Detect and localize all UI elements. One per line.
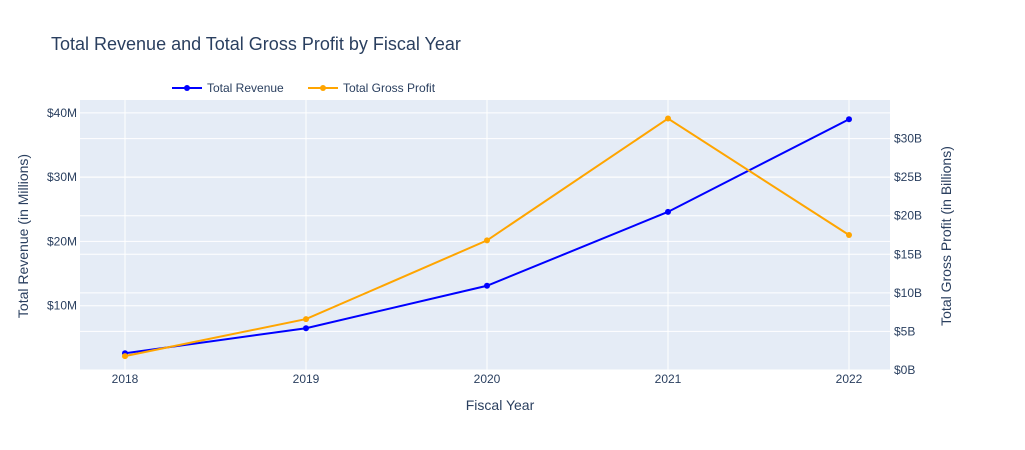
y-right-tick-label: $15B — [894, 247, 922, 261]
y-right-tick-label: $20B — [894, 209, 922, 223]
y-left-tick-label: $10M — [47, 299, 77, 313]
legend-swatch-marker — [320, 85, 326, 91]
plot-area — [80, 100, 890, 370]
series-point — [122, 353, 128, 360]
legend-swatch-marker — [184, 85, 190, 91]
x-tick-label: 2019 — [293, 372, 320, 386]
x-axis-title: Fiscal Year — [466, 397, 535, 413]
y-left-tick-label: $20M — [47, 234, 77, 248]
y-right-tick-label: $30B — [894, 132, 922, 146]
x-tick-label: 2020 — [474, 372, 501, 386]
y-left-tick-label: $40M — [47, 106, 77, 120]
y-right-tick-label: $25B — [894, 170, 922, 184]
series-layer — [122, 115, 852, 360]
series-point — [484, 237, 490, 244]
series-point — [484, 282, 490, 289]
legend-label: Total Gross Profit — [343, 81, 436, 95]
y-right-tick-label: $10B — [894, 286, 922, 300]
series-point — [303, 325, 309, 332]
series-point — [846, 232, 852, 238]
legend-label: Total Revenue — [207, 81, 284, 95]
y-left-tick-label: $30M — [47, 170, 77, 184]
legend-background — [166, 77, 446, 99]
series-point — [846, 116, 852, 123]
x-tick-label: 2022 — [836, 372, 863, 386]
ticks: 2018 2019 2020 2021 2022 $10M $20M $30M $40M $0B $… — [47, 106, 922, 386]
chart-title: Total Revenue and Total Gross Profit by … — [51, 34, 461, 54]
y-right-tick-label: $5B — [894, 324, 915, 338]
series-point — [665, 115, 671, 122]
y-right-tick-label: $0B — [894, 363, 915, 377]
grid — [80, 100, 890, 371]
series-point — [303, 316, 309, 323]
y-left-axis-title: Total Revenue (in Millions) — [15, 154, 31, 318]
series-point — [665, 208, 671, 215]
legend[interactable]: Total Revenue Total Gross Profit — [166, 77, 446, 99]
x-tick-label: 2018 — [112, 372, 139, 386]
y-right-axis-title: Total Gross Profit (in Billions) — [938, 146, 954, 326]
x-tick-label: 2021 — [655, 372, 682, 386]
